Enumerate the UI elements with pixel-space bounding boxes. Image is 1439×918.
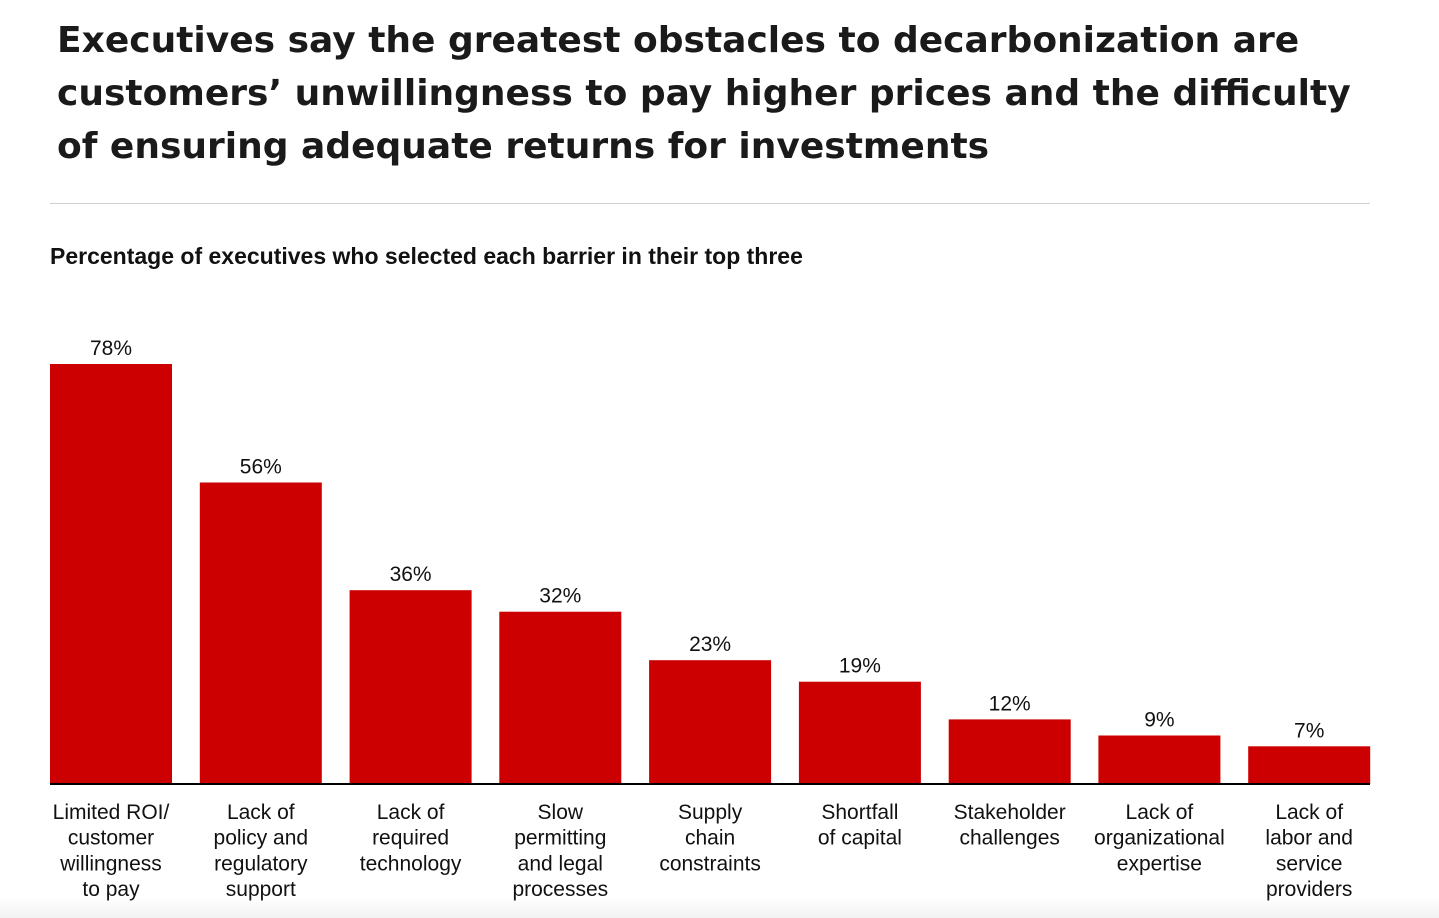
category-label-line: Lack of: [377, 801, 445, 824]
value-label-3: 36%: [390, 563, 432, 586]
category-label-2: Lack of policy and regulatory support: [214, 801, 309, 901]
value-label-4: 32%: [539, 585, 581, 608]
value-label-8: 9%: [1144, 709, 1174, 732]
bar-4: [499, 611, 622, 784]
bar-1: [50, 364, 172, 784]
category-label-line: regulatory: [214, 852, 308, 875]
category-label-line: permitting: [514, 827, 606, 850]
category-label-line: required: [372, 827, 449, 850]
category-label-line: chain: [685, 827, 735, 850]
category-label-line: constraints: [659, 852, 761, 875]
category-label-line: Lack of: [1126, 801, 1194, 824]
category-label-3: Lack of required technology: [360, 801, 462, 875]
category-label-line: to pay: [82, 878, 140, 901]
bar-5: [649, 660, 772, 784]
category-label-line: support: [226, 878, 296, 901]
category-label-line: and legal: [518, 852, 603, 875]
category-labels-layer: Limited ROI/customer willingness to pay Lac…: [53, 801, 1353, 901]
value-labels-layer: 78% 56% 36% 32% 23% 19% 12% 9% 7%: [90, 337, 1324, 742]
category-label-line: challenges: [959, 827, 1059, 850]
category-label-line: service: [1276, 852, 1343, 875]
value-label-6: 19%: [839, 655, 881, 678]
bar-9: [1248, 746, 1371, 784]
category-label-8: Lack of organizational expertise: [1094, 801, 1225, 875]
value-label-1: 78%: [90, 337, 132, 360]
category-label-line: Stakeholder: [954, 801, 1066, 824]
category-label-line: processes: [512, 878, 608, 901]
category-label-5: Supply chain constraints: [659, 801, 761, 875]
category-label-line: Slow: [538, 801, 584, 824]
category-label-line: customer: [68, 827, 154, 850]
category-label-line: expertise: [1117, 852, 1202, 875]
bar-6: [798, 681, 921, 784]
category-label-line: providers: [1266, 878, 1352, 901]
headline-divider: [50, 203, 1370, 204]
bar-7: [948, 719, 1071, 784]
category-label-4: Slow permitting and legal processes: [512, 801, 608, 901]
bars-layer: [50, 364, 1371, 784]
category-label-line: organizational: [1094, 827, 1225, 850]
category-label-9: Lack of labor and service providers: [1265, 801, 1353, 901]
category-label-6: Shortfall of capital: [818, 801, 902, 850]
category-label-line: Lack of: [1275, 801, 1343, 824]
category-label-line: labor and: [1265, 827, 1353, 850]
bar-3: [349, 590, 472, 784]
chart-subtitle: Percentage of executives who selected ea…: [50, 243, 803, 269]
category-label-line: of capital: [818, 827, 902, 850]
chart-headline: Executives say the greatest obstacles to…: [57, 20, 1351, 167]
category-label-line: willingness: [59, 852, 162, 875]
category-label-line: policy and: [214, 827, 309, 850]
category-label-line: Supply: [678, 801, 743, 824]
category-label-1: Limited ROI/customer willingness to pay: [53, 801, 170, 901]
category-label-line: Shortfall: [821, 801, 898, 824]
bar-2: [199, 482, 322, 784]
value-label-9: 7%: [1294, 719, 1324, 742]
category-label-line: Limited ROI/: [53, 801, 170, 824]
category-label-line: technology: [360, 852, 462, 875]
value-label-7: 12%: [989, 692, 1031, 715]
bar-8: [1098, 735, 1221, 784]
value-label-5: 23%: [689, 633, 731, 656]
value-label-2: 56%: [240, 456, 282, 479]
category-label-7: Stakeholder challenges: [954, 801, 1066, 850]
category-label-line: Lack of: [227, 801, 295, 824]
